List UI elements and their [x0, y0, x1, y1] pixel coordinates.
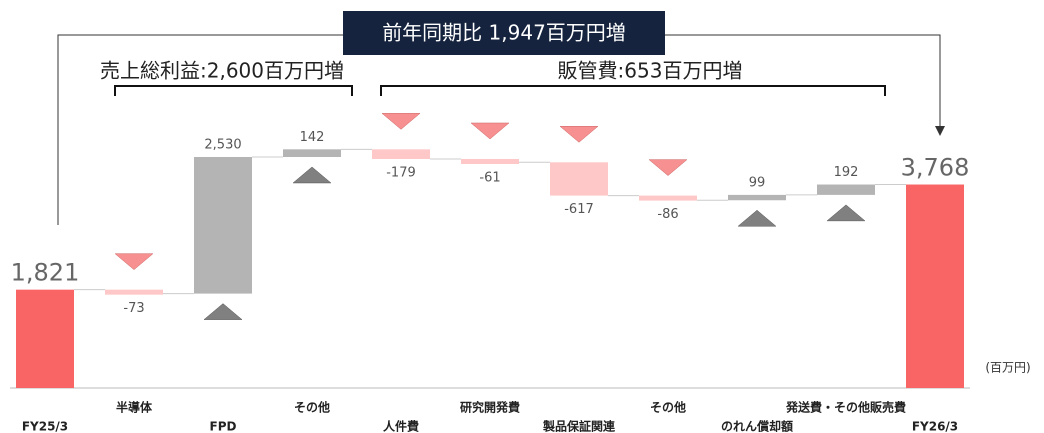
decrease-icon	[114, 253, 154, 270]
bar	[817, 184, 875, 195]
decrease-icon	[648, 159, 688, 176]
value-label: 2,530	[204, 137, 241, 152]
value-label: 3,768	[901, 154, 970, 182]
value-label: 192	[834, 165, 859, 180]
decrease-icon	[559, 126, 599, 143]
bar	[105, 289, 163, 295]
value-label: -73	[123, 301, 144, 316]
x-tick-label: その他	[650, 400, 686, 415]
bar	[728, 194, 786, 201]
headline-box	[343, 11, 665, 55]
bar	[194, 156, 252, 294]
value-label: -61	[479, 170, 500, 185]
decrease-icon	[381, 113, 421, 130]
headline: 前年同期比 1,947百万円増	[382, 21, 626, 45]
bar	[461, 158, 519, 164]
increase-icon	[826, 204, 866, 222]
bar	[372, 149, 430, 159]
x-tick-label: FY26/3	[912, 420, 958, 433]
x-tick-label: FY25/3	[22, 420, 68, 433]
bar	[16, 289, 74, 388]
bar	[283, 149, 341, 157]
annotation: 販管費:653百万円増	[558, 59, 743, 83]
value-label: 1,821	[11, 259, 80, 287]
x-tick-label: その他	[294, 400, 330, 415]
unit-label: (百万円)	[985, 361, 1030, 375]
x-tick-label: 半導体	[116, 400, 153, 415]
x-tick-label: 人件費	[383, 419, 419, 433]
x-tick-label: 発送費・その他販売費	[785, 400, 906, 415]
value-label: 99	[749, 175, 766, 190]
bracket	[114, 85, 353, 96]
decrease-icon	[470, 122, 510, 140]
value-label: 142	[300, 130, 325, 145]
x-tick-label: 研究開発費	[460, 400, 520, 415]
increase-icon	[292, 166, 332, 184]
increase-icon	[203, 303, 243, 320]
bar	[906, 184, 964, 388]
value-label: -86	[657, 207, 678, 222]
bracket	[380, 85, 886, 96]
bar	[550, 162, 608, 196]
x-tick-label: 製品保証関連	[542, 419, 616, 433]
annotation: 売上総利益:2,600百万円増	[100, 59, 344, 83]
bar	[639, 195, 697, 201]
value-label: -179	[386, 165, 416, 180]
x-tick-label: のれん償却額	[721, 419, 793, 433]
value-label: -617	[564, 202, 594, 217]
arrow-head	[935, 126, 945, 136]
increase-icon	[737, 209, 777, 227]
x-tick-label: FPD	[210, 420, 237, 433]
